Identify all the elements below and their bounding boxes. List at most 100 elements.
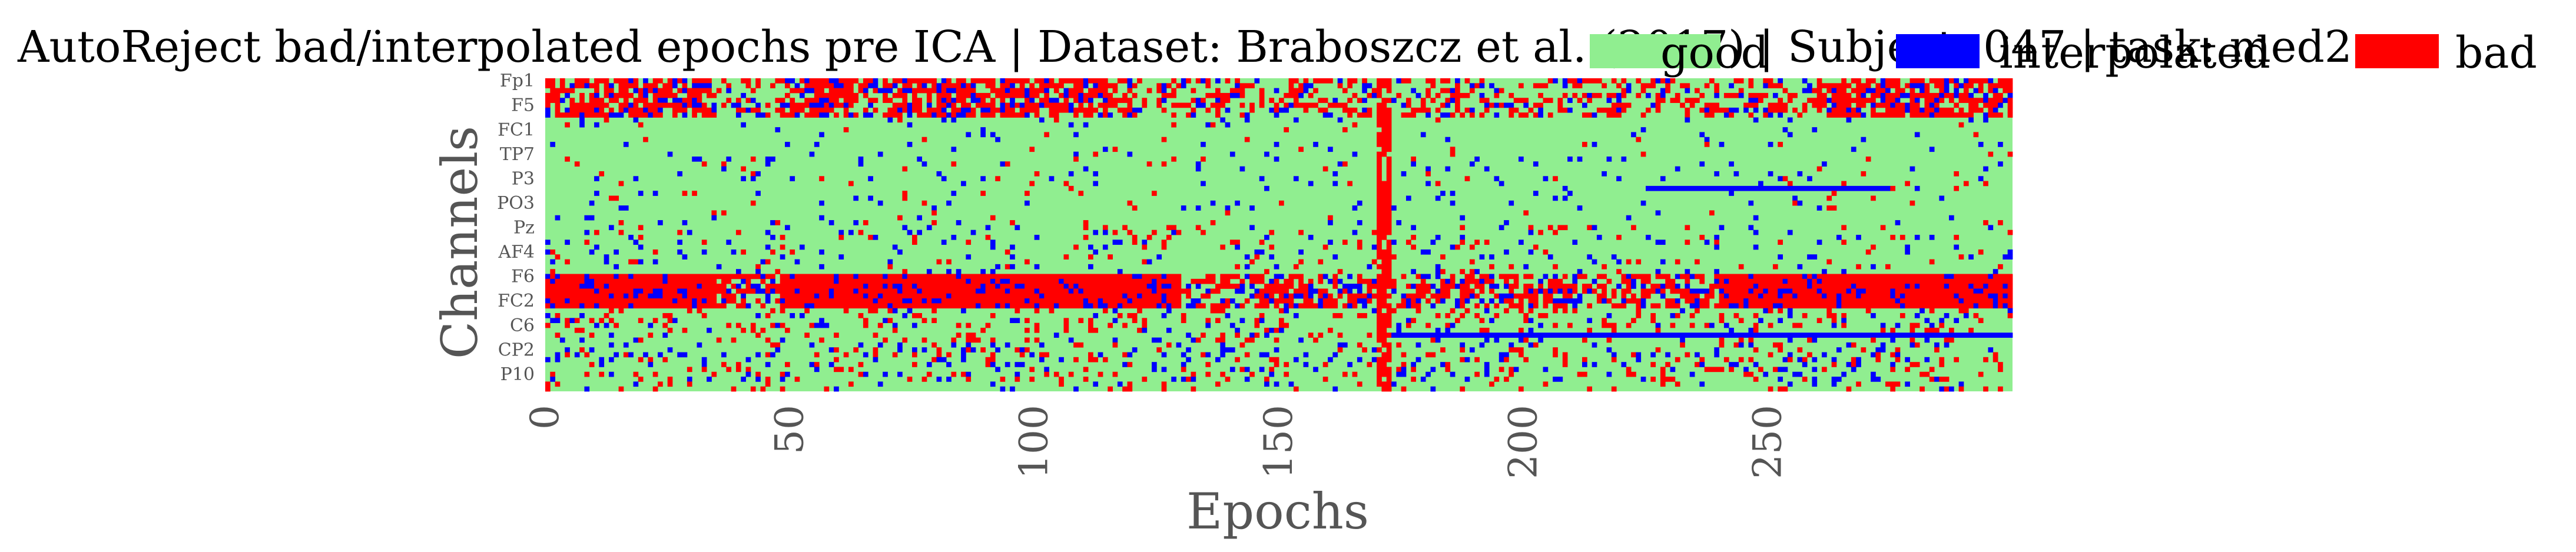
cell-bad: [1474, 371, 1480, 377]
cell-interpolated: [1714, 235, 1719, 240]
cell-bad: [1039, 83, 1064, 89]
cell-interpolated: [1778, 176, 1783, 181]
cell-bad: [1831, 92, 1852, 98]
cell-bad: [1171, 112, 1176, 118]
cell-interpolated: [1357, 357, 1362, 363]
cell-bad: [912, 240, 917, 245]
cell-bad: [765, 288, 771, 294]
cell-bad: [1377, 249, 1392, 255]
cell-bad: [1083, 92, 1099, 98]
cell-interpolated: [1856, 235, 1861, 240]
cell-interpolated: [1401, 367, 1407, 373]
cell-interpolated: [594, 322, 599, 328]
cell-interpolated: [1856, 288, 1866, 294]
cell-interpolated: [1650, 102, 1656, 108]
cell-bad: [1088, 327, 1099, 333]
cell-bad: [995, 176, 1000, 181]
cell-bad: [1293, 98, 1299, 103]
cell-bad: [1357, 112, 1372, 118]
cell-bad: [1371, 88, 1382, 94]
cell-interpolated: [1978, 176, 1984, 181]
cell-bad: [1460, 303, 1466, 309]
cell-bad: [1714, 303, 1729, 309]
cell-bad: [936, 347, 942, 353]
cell-bad: [921, 377, 927, 382]
cell-interpolated: [1161, 284, 1172, 289]
cell-interpolated: [1146, 284, 1157, 289]
cell-interpolated: [1729, 107, 1739, 113]
cell-bad: [1665, 278, 1676, 284]
cell-interpolated: [1161, 83, 1167, 89]
cell-interpolated: [1166, 303, 1172, 309]
cell-bad: [1596, 293, 1607, 299]
cell-bad: [1293, 288, 1309, 294]
cell-bad: [1381, 386, 1392, 392]
cell-bad: [1924, 98, 1935, 103]
cell-bad: [1812, 102, 1827, 108]
cell-interpolated: [1719, 142, 1725, 147]
cell-bad: [1695, 362, 1700, 367]
cell-interpolated: [1655, 78, 1661, 84]
cell-bad: [1553, 230, 1558, 235]
cell-bad: [574, 161, 580, 167]
cell-bad: [760, 386, 766, 392]
cell-bad: [1239, 303, 1245, 309]
cell-bad: [809, 322, 815, 328]
cell-bad: [1763, 293, 1778, 299]
cell-bad: [1753, 322, 1759, 328]
cell-interpolated: [1235, 244, 1240, 250]
cell-bad: [1210, 303, 1231, 309]
cell-interpolated: [907, 308, 913, 314]
cell-bad: [1332, 284, 1338, 289]
cell-bad: [1695, 88, 1700, 94]
cell-interpolated: [1528, 249, 1534, 255]
cell-interpolated: [912, 347, 917, 353]
cell-bad: [1401, 362, 1407, 367]
cell-interpolated: [1484, 337, 1490, 343]
x-tick-label: 100: [1012, 405, 1057, 479]
cell-interpolated: [1778, 367, 1788, 373]
cell-bad: [1714, 88, 1719, 94]
cell-bad: [868, 308, 878, 314]
cell-interpolated: [1405, 195, 1411, 201]
cell-bad: [1357, 278, 1372, 284]
cell-interpolated: [799, 313, 805, 318]
cell-interpolated: [1053, 303, 1059, 309]
y-tick-label: FC2: [498, 291, 535, 311]
cell-interpolated: [1616, 176, 1622, 181]
cell-interpolated: [1269, 371, 1275, 377]
cell-interpolated: [1391, 240, 1397, 245]
cell-bad: [936, 112, 947, 118]
cell-bad: [643, 137, 648, 142]
cell-interpolated: [990, 278, 996, 284]
cell-interpolated: [936, 171, 942, 177]
cell-interpolated: [1269, 254, 1275, 260]
cell-interpolated: [1606, 157, 1612, 162]
cell-interpolated: [1088, 244, 1093, 250]
cell-bad: [1587, 225, 1593, 231]
cell-bad: [1377, 117, 1392, 123]
cell-bad: [555, 107, 561, 113]
cell-interpolated: [907, 112, 913, 118]
cell-bad: [877, 298, 903, 304]
cell-interpolated: [897, 249, 903, 255]
cell-bad: [1802, 107, 1808, 113]
cell-bad: [1137, 78, 1142, 84]
cell-bad: [1626, 367, 1632, 373]
cell-bad: [902, 284, 913, 289]
cell-interpolated: [1758, 181, 1763, 187]
cell-bad: [1000, 284, 1015, 289]
cell-bad: [1719, 318, 1725, 324]
cell-interpolated: [1753, 117, 1759, 123]
cell-bad: [1377, 225, 1392, 231]
cell-bad: [951, 161, 957, 167]
cell-bad: [1122, 92, 1128, 98]
cell-interpolated: [873, 357, 878, 363]
cell-bad: [1337, 332, 1343, 338]
cell-interpolated: [799, 92, 805, 98]
x-tick-label: 0: [522, 405, 568, 430]
cell-interpolated: [946, 362, 952, 367]
cell-bad: [1044, 102, 1069, 108]
cell-interpolated: [1259, 318, 1265, 324]
cell-bad: [1572, 83, 1583, 89]
